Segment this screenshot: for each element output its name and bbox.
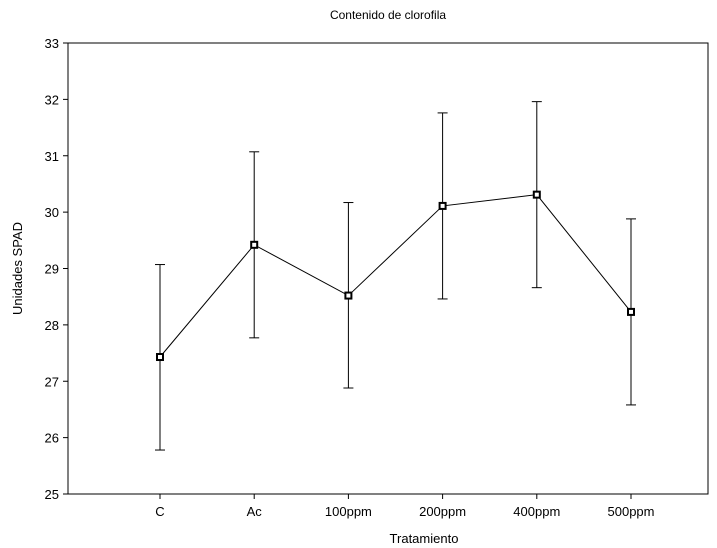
y-tick-label: 28 [45, 318, 59, 333]
data-point [156, 353, 164, 362]
data-point [344, 291, 353, 300]
data-point [438, 201, 447, 210]
y-tick-label: 33 [45, 36, 59, 51]
x-tick-label: 100ppm [325, 504, 372, 519]
data-markers [156, 190, 635, 362]
x-axis: C Ac 100ppm 200ppm 400ppm 500ppm [155, 494, 654, 519]
y-tick-label: 32 [45, 92, 59, 107]
chart-title: Contenido de clorofila [330, 8, 446, 22]
data-point [250, 240, 259, 249]
y-tick-label: 26 [45, 431, 59, 446]
plot-frame [67, 42, 709, 495]
x-tick-label: 500ppm [608, 504, 655, 519]
data-point [627, 307, 635, 316]
x-axis-title: Tratamiento [390, 531, 459, 546]
y-axis: 25 26 27 28 29 30 31 32 33 [45, 36, 68, 502]
x-tick-label: C [155, 504, 164, 519]
error-bars [155, 101, 636, 451]
y-tick-label: 30 [45, 205, 59, 220]
series-line [159, 194, 632, 358]
x-tick-label: Ac [247, 504, 263, 519]
y-tick-label: 29 [45, 262, 59, 277]
data-point [532, 190, 541, 199]
x-tick-label: 200ppm [419, 504, 466, 519]
y-tick-label: 27 [45, 374, 59, 389]
y-tick-label: 25 [45, 487, 59, 502]
y-tick-label: 31 [45, 149, 59, 164]
y-axis-title: Unidades SPAD [10, 222, 25, 315]
x-tick-label: 400ppm [513, 504, 560, 519]
